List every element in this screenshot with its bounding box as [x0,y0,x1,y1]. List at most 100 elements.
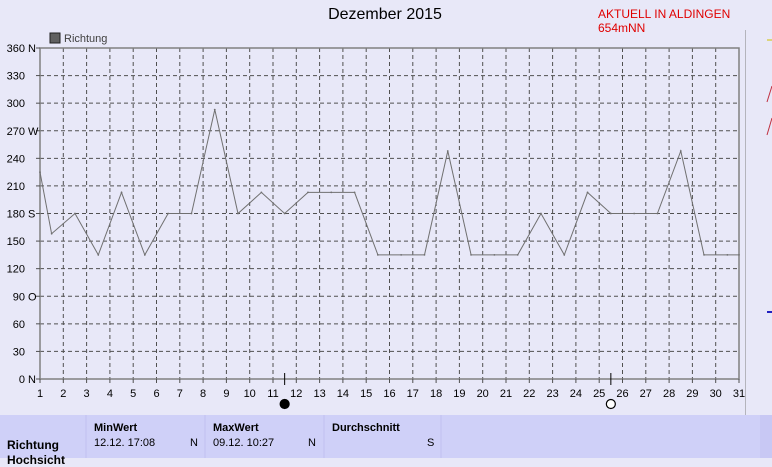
y-tick-label: 30 [13,346,25,358]
data-point [190,212,193,215]
x-axis-ticks: 1 2 3 4 5 6 7 8 9 10 11 12 13 14 15 16 17 18 19 20 21 22 23 24 2… [37,379,745,400]
y-tick-direction: O [28,291,37,303]
min-header: MinWert [94,422,138,434]
x-tick-label: 15 [360,388,372,400]
x-tick-label: 18 [430,388,442,400]
y-tick-label: 210 [7,181,25,193]
x-tick-label: 22 [523,388,535,400]
legend-label: Richtung [64,33,107,45]
stats-row-label: Richtung [7,438,59,452]
average-direction: S [427,437,435,449]
y-tick-label: 300 [7,98,25,110]
chart-legend: Richtung [49,32,107,45]
data-point [423,253,426,256]
data-point [213,108,216,111]
new-moon-icon [279,398,290,410]
x-tick-label: 11 [267,388,278,400]
data-point [167,212,170,215]
y-tick-label: 150 [7,236,25,248]
live-location-label[interactable]: AKTUELL IN ALDINGEN 654mNN [598,7,731,35]
x-tick-label: 25 [593,388,605,400]
min-time: 12.12. 17:08 [94,437,156,449]
data-point [283,212,286,215]
y-tick-label: 120 [7,264,25,276]
data-point [143,253,146,256]
data-point [74,212,76,215]
y-tick-direction: N [28,43,36,55]
x-tick-label: 7 [177,388,183,400]
min-value-cell: MinWert 12.12. 17:08 N [87,415,204,458]
data-point [703,253,705,256]
x-tick-label: 16 [383,388,395,400]
stats-row-label-secondary: Hochsicht [7,453,66,467]
data-point [237,212,239,215]
data-point [50,232,53,235]
max-header: MaxWert [213,422,259,434]
x-tick-label: 29 [686,388,698,400]
data-point [97,253,100,256]
data-point [470,253,472,256]
x-tick-label: 2 [60,388,66,400]
data-points [39,108,740,256]
full-moon-icon [605,398,616,410]
x-tick-label: 13 [313,388,325,400]
max-time: 09.12. 10:27 [213,437,275,449]
y-tick-label: 0 [19,374,25,386]
data-point [39,171,41,174]
y-tick-label: 360 [7,43,25,55]
data-point [120,191,123,194]
average-header: Durchschnitt [332,422,400,434]
x-tick-label: 10 [244,388,256,400]
data-point [446,150,449,152]
x-tick-label: 9 [223,388,229,400]
x-tick-label: 8 [200,388,206,400]
data-point [400,253,403,256]
y-tick-label: 240 [7,153,25,165]
data-point [260,191,263,194]
x-tick-label: 21 [500,388,512,400]
max-value-cell: MaxWert 09.12. 10:27 N [206,415,323,458]
x-tick-label: 28 [663,388,675,400]
y-tick-label: 330 [7,71,25,83]
y-tick-label: 270 [7,126,25,138]
data-point [633,212,636,215]
data-point [540,212,542,215]
data-point [376,253,379,256]
series-line-richtung [39,109,739,257]
max-direction: N [308,437,316,449]
x-tick-label: 5 [130,388,136,400]
x-tick-label: 3 [84,388,90,400]
x-tick-label: 27 [640,388,652,400]
data-point [516,253,519,256]
y-tick-direction: W [28,126,39,138]
chart-grid [40,48,739,379]
y-tick-label: 60 [13,319,25,331]
x-tick-label: 12 [290,388,302,400]
side-mini-chart [744,30,772,415]
x-tick-label: 20 [477,388,489,400]
x-tick-label: 17 [407,388,419,400]
moon-phase-markers [279,373,616,410]
x-tick-label: 14 [337,388,349,400]
x-tick-label: 23 [546,388,558,400]
empty-stats-cell [442,415,760,458]
data-point [563,253,566,256]
data-point [656,212,659,215]
x-tick-label: 6 [153,388,159,400]
data-point [679,150,682,152]
x-tick-label: 31 [733,388,745,400]
stats-row-label-cell: Richtung Hochsicht [0,415,85,467]
y-tick-label: 90 [13,291,25,303]
y-tick-direction: S [28,209,35,221]
x-tick-label: 1 [37,388,43,400]
data-point [609,212,612,215]
x-tick-label: 24 [570,388,582,400]
x-tick-label: 30 [710,388,722,400]
data-point [353,191,356,194]
chart-title: Dezember 2015 [328,6,442,23]
data-point [307,191,309,194]
data-point [726,253,729,256]
x-tick-label: 4 [107,388,113,400]
